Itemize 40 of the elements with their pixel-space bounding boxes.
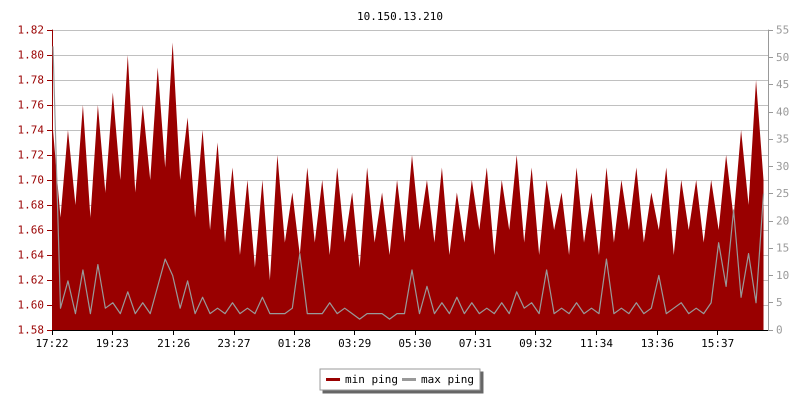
y2-tick-label: 30 [776,160,790,173]
x-tick-label: 07:31 [458,337,492,350]
y-tick-label: 1.76 [18,98,44,112]
y2-tick-label: 55 [776,24,790,36]
x-tick-label: 17:22 [35,337,69,350]
y2-tick-label: 50 [776,50,790,64]
y-tick-label: 1.60 [18,298,44,312]
y-tick-label: 1.74 [18,124,44,136]
y-tick-label: 1.70 [18,174,44,186]
x-tick-label: 03:29 [338,337,372,350]
y-tick-label: 1.62 [18,274,44,286]
y2-tick-label: 20 [776,214,790,228]
x-tick-label: 19:23 [96,337,129,350]
y2-tick-label: 40 [776,105,790,118]
y-tick-label: 1.68 [18,198,44,212]
x-tick-label: 05:30 [398,337,432,350]
legend-label: max ping [421,373,474,386]
y2-tick-label: 0 [776,324,783,336]
y2-tick-label: 25 [776,187,790,200]
x-tick-label: 11:34 [580,337,614,350]
y-tick-label: 1.58 [18,324,44,336]
y-tick-label: 1.64 [18,248,44,262]
y2-tick-label: 15 [776,242,790,255]
y-tick-label: 1.80 [18,48,44,62]
x-tick-label: 01:28 [278,337,311,350]
x-tick-label: 21:26 [157,337,190,350]
y2-tick-label: 45 [776,78,790,92]
y2-tick-label: 35 [776,132,790,146]
x-tick-label: 15:37 [701,337,734,350]
y2-tick-label: 5 [776,296,783,310]
y-tick-label: 1.66 [18,224,44,236]
y-tick-label: 1.72 [18,148,44,162]
chart-title: 10.150.13.210 [356,10,444,23]
y2-tick-label: 10 [776,268,790,282]
x-tick-label: 13:36 [640,337,674,350]
y-tick-label: 1.82 [18,24,44,36]
x-tick-label: 09:32 [519,337,552,350]
legend-label: min ping [345,373,398,386]
x-tick-label: 23:27 [217,337,251,350]
y-tick-label: 1.78 [18,74,44,86]
